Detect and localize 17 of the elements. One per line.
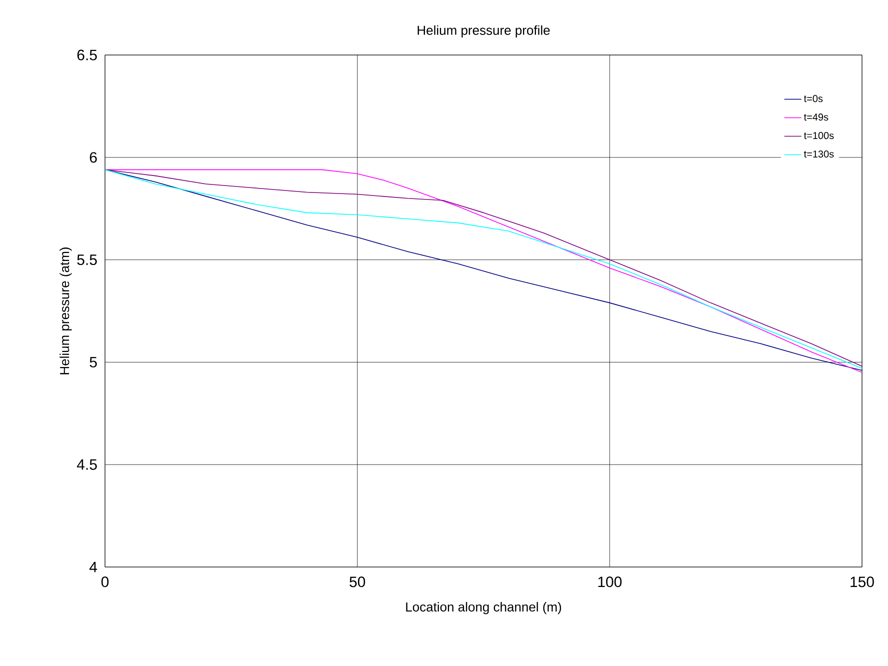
x-tick-label: 50 — [350, 576, 366, 588]
y-tick-label: 6.5 — [77, 50, 97, 60]
y-tick-label: 4.5 — [76, 459, 97, 470]
y-tick-label: 5.5 — [77, 254, 97, 266]
y-tick-label: 4 — [89, 562, 98, 572]
chart-title: Helium pressure profile — [418, 25, 550, 38]
x-tick-label: 150 — [850, 576, 874, 588]
x-tick-label: 100 — [598, 576, 622, 588]
legend-label: t=100s — [804, 132, 834, 140]
y-tick-label: 5 — [90, 356, 97, 368]
y-tick-label: 6 — [90, 152, 97, 163]
y-axis-title: Helium pressure (atm) — [60, 248, 72, 374]
x-axis-title: Location along channel (m) — [406, 602, 562, 614]
legend-label: t=0s — [804, 95, 823, 102]
legend-label: t=49s — [804, 114, 828, 121]
legend-label: t=130s — [804, 150, 834, 158]
x-tick-label: 0 — [101, 576, 109, 588]
